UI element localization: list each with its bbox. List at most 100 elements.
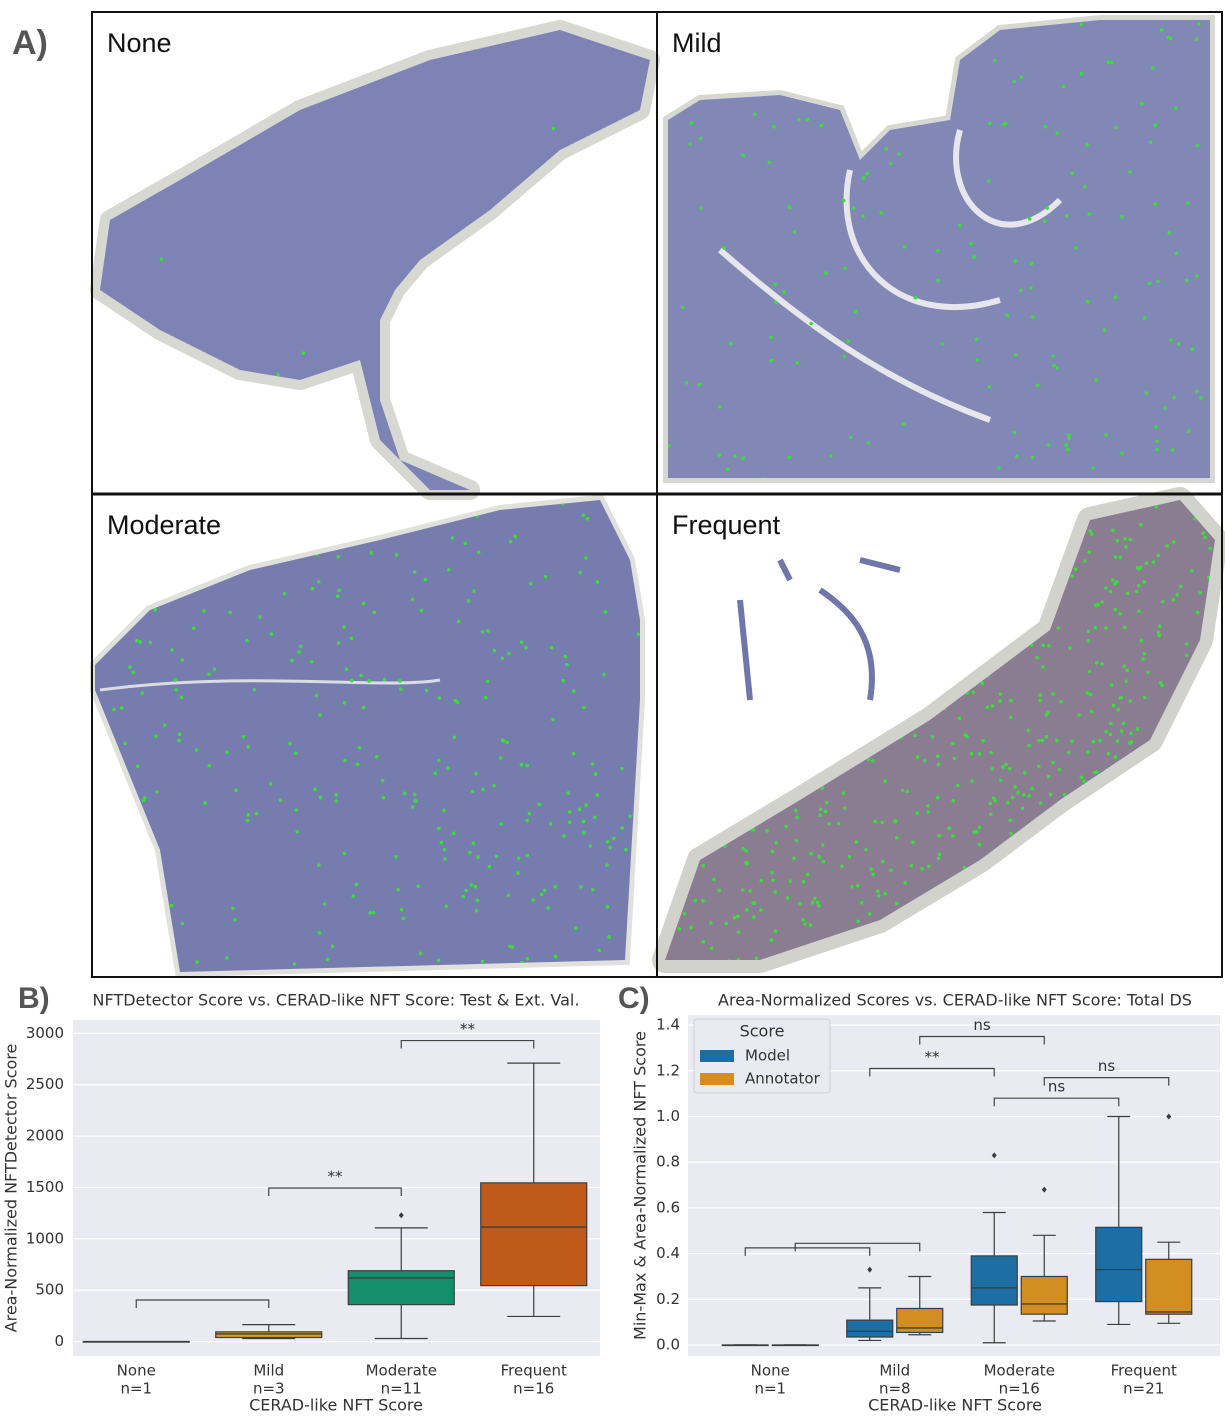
detection	[1016, 791, 1020, 795]
detection	[331, 945, 335, 949]
detection	[741, 722, 745, 726]
detection	[886, 645, 890, 649]
detection	[1046, 939, 1050, 943]
detection	[1032, 577, 1036, 581]
x-tick-count: n=11	[381, 1380, 422, 1398]
detection	[367, 679, 371, 683]
detection	[689, 926, 693, 930]
detection	[866, 527, 870, 531]
detection	[763, 709, 767, 713]
detection	[644, 590, 648, 594]
detection	[759, 908, 763, 912]
detection	[798, 752, 802, 756]
detection	[1136, 566, 1140, 570]
detection	[178, 733, 182, 737]
detection	[1129, 731, 1133, 735]
detection	[1104, 730, 1108, 734]
detection	[1210, 654, 1214, 658]
detection	[1160, 683, 1164, 687]
detection	[394, 855, 398, 859]
detection	[864, 848, 868, 852]
detection	[717, 588, 721, 592]
detection	[937, 26, 941, 30]
detection	[866, 172, 870, 176]
detection	[1023, 560, 1027, 564]
detection	[851, 577, 855, 581]
detection	[1030, 566, 1034, 570]
detection	[894, 820, 898, 824]
detection	[951, 742, 955, 746]
detection	[718, 453, 722, 457]
detection	[970, 752, 974, 756]
detection	[1055, 366, 1059, 370]
detection	[724, 922, 728, 926]
detection	[1119, 556, 1123, 560]
detection	[582, 706, 586, 710]
detection	[973, 495, 977, 499]
detection	[1159, 922, 1163, 926]
detection	[743, 795, 747, 799]
detection	[990, 704, 994, 708]
detection	[1044, 125, 1048, 129]
detection	[721, 790, 725, 794]
detection	[789, 550, 793, 554]
detection	[903, 245, 907, 249]
detection	[472, 589, 476, 593]
y-tick-label: 2000	[26, 1127, 64, 1145]
detection	[1109, 829, 1113, 833]
detection	[815, 716, 819, 720]
detection	[596, 580, 600, 584]
detection	[746, 505, 750, 509]
detection	[1126, 918, 1130, 922]
detection	[1208, 900, 1212, 904]
detection	[699, 973, 703, 977]
detection	[233, 918, 237, 922]
detection	[981, 739, 985, 743]
detection	[1215, 762, 1219, 766]
detection	[1169, 761, 1173, 765]
detection	[943, 69, 947, 73]
detection	[540, 893, 544, 897]
detection	[1197, 928, 1201, 932]
detection	[102, 601, 106, 605]
detection	[1051, 910, 1055, 914]
detection	[107, 771, 111, 775]
detection	[437, 696, 441, 700]
detection	[668, 844, 672, 848]
detection	[318, 514, 322, 518]
detection	[1098, 739, 1102, 743]
detection	[1017, 875, 1021, 879]
detection	[842, 199, 846, 203]
detection	[1057, 626, 1061, 630]
detection	[1063, 793, 1067, 797]
detection	[1003, 943, 1007, 947]
detection	[935, 519, 939, 523]
detection	[574, 926, 578, 930]
detection	[933, 533, 937, 537]
detection	[786, 896, 790, 900]
detection	[244, 560, 248, 564]
detection	[708, 748, 712, 752]
detection	[770, 938, 774, 942]
detection	[972, 830, 976, 834]
detection	[842, 791, 846, 795]
detection	[1126, 591, 1130, 595]
detection	[1212, 489, 1216, 493]
detection	[768, 685, 772, 689]
detection	[806, 118, 810, 122]
detection	[1195, 390, 1199, 394]
detection	[809, 923, 813, 927]
detection	[690, 121, 694, 125]
detection	[1206, 921, 1210, 925]
detection	[1104, 834, 1108, 838]
tissue-none	[100, 30, 650, 490]
detection	[946, 623, 950, 627]
detection	[1140, 639, 1144, 643]
detection	[822, 534, 826, 538]
detection	[935, 906, 939, 910]
detection	[350, 679, 354, 683]
detection	[358, 746, 362, 750]
detection	[748, 574, 752, 578]
detection	[187, 581, 191, 585]
detection	[910, 864, 914, 868]
